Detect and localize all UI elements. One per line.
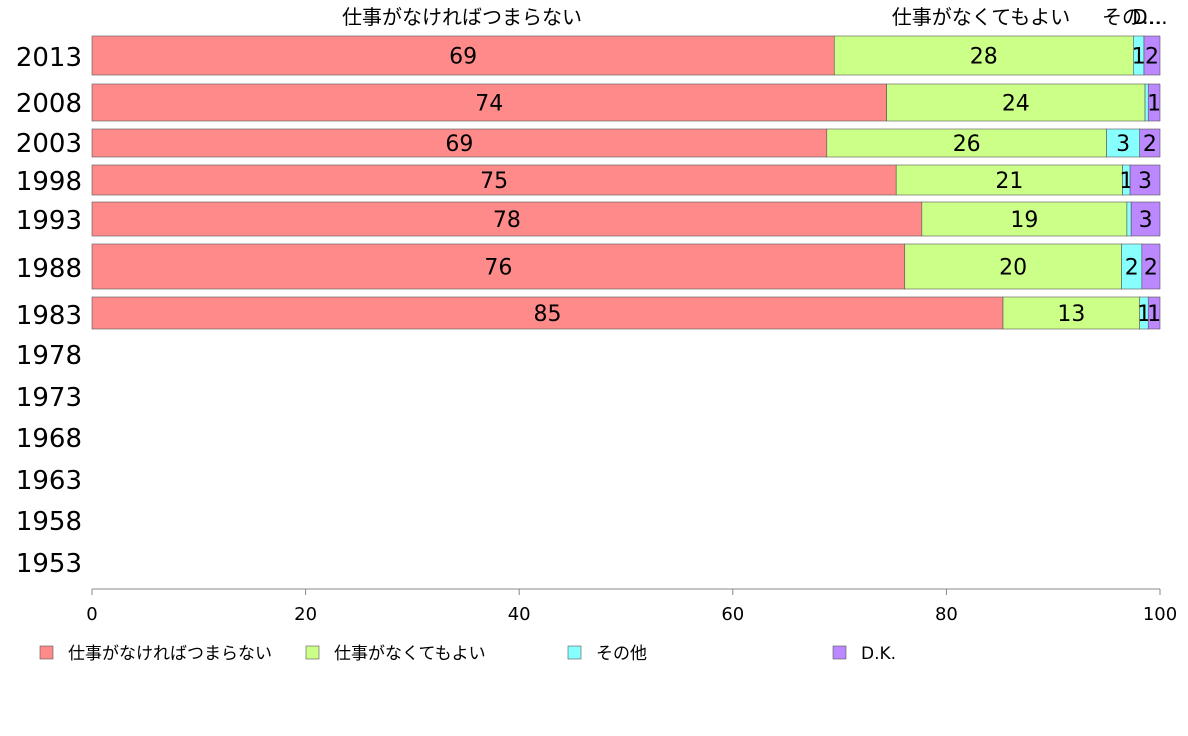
bar-2003-series-3 xyxy=(1139,128,1161,158)
bar-2003-series-2 xyxy=(1106,128,1141,158)
bar-2003-series-0 xyxy=(91,128,828,158)
bar-1998-series-3 xyxy=(1129,164,1161,196)
x-tick-label-20: 20 xyxy=(294,604,317,625)
data-label-2013-series-1: 28 xyxy=(970,45,998,70)
bar-1988-series-0 xyxy=(91,243,906,290)
legend-label-3: D.K. xyxy=(861,644,896,664)
x-tick-label-0: 0 xyxy=(86,604,97,625)
x-axis: 0 20 40 60 80 100 xyxy=(86,588,1177,625)
legend-label-0: 仕事がなければつまらない xyxy=(68,644,272,664)
x-tick-label-80: 80 xyxy=(935,604,958,625)
bar-1988-series-3 xyxy=(1141,243,1161,290)
data-label-2003-series-2: 3 xyxy=(1116,132,1130,157)
data-label-1983-series-3: 1 xyxy=(1147,302,1161,327)
data-label-1983-series-0: 85 xyxy=(534,302,562,327)
y-tick-label-1993: 1993 xyxy=(16,206,82,236)
bar-1998-series-1 xyxy=(895,164,1123,196)
data-label-1993-series-0: 78 xyxy=(493,208,521,233)
y-tick-label-1958: 1958 xyxy=(16,507,82,537)
data-label-1988-series-3: 2 xyxy=(1144,256,1158,281)
bar-2003-series-1 xyxy=(826,128,1107,158)
data-label-1998-series-1: 21 xyxy=(995,169,1023,194)
y-tick-label-1953: 1953 xyxy=(16,549,82,579)
y-tick-label-1978: 1978 xyxy=(16,341,82,371)
bar-1983-series-3 xyxy=(1147,296,1161,330)
data-label-2013-series-0: 69 xyxy=(449,45,477,70)
y-tick-label-1983: 1983 xyxy=(16,301,82,331)
data-label-2008-series-0: 74 xyxy=(475,92,503,117)
data-label-2008-series-3: 1 xyxy=(1147,92,1161,117)
legend-swatch-0 xyxy=(39,645,54,660)
legend-swatch-1 xyxy=(305,645,320,660)
y-tick-label-1968: 1968 xyxy=(16,424,82,454)
bar-2013-series-0 xyxy=(91,35,835,76)
x-tick-label-60: 60 xyxy=(721,604,744,625)
column-header-2: その… xyxy=(1102,5,1162,29)
y-tick-label-2013: 2013 xyxy=(16,43,82,73)
data-label-1988-series-0: 76 xyxy=(484,256,512,281)
data-label-1993-series-3: 3 xyxy=(1139,208,1153,233)
y-tick-label-1998: 1998 xyxy=(16,167,82,197)
y-tick-label-1963: 1963 xyxy=(16,466,82,496)
bar-1983-series-0 xyxy=(91,296,1004,330)
data-label-2003-series-0: 69 xyxy=(445,132,473,157)
data-label-1998-series-0: 75 xyxy=(480,169,508,194)
bar-2013-series-3 xyxy=(1143,35,1161,76)
y-tick-label-2003: 2003 xyxy=(16,129,82,159)
column-header-0: 仕事がなければつまらない xyxy=(342,5,582,29)
legend: 仕事がなければつまらない 仕事がなくてもよい その他 D.K. xyxy=(39,644,896,664)
x-tick-label-40: 40 xyxy=(508,604,531,625)
bar-2008-series-0 xyxy=(91,83,887,122)
data-label-2013-series-3: 2 xyxy=(1145,45,1159,70)
y-axis-labels: 2013 2008 2003 1998 1993 1988 1983 1978 1973 1968… xyxy=(16,43,82,579)
data-label-2003-series-3: 2 xyxy=(1143,132,1157,157)
x-tick-label-100: 100 xyxy=(1143,604,1177,625)
data-label-2003-series-1: 26 xyxy=(953,132,981,157)
y-tick-label-1973: 1973 xyxy=(16,383,82,413)
y-tick-label-2008: 2008 xyxy=(16,89,82,119)
bars: 69 28 1 274 24 169 26 3 275 21 1 378 19 376 20 2 285 13 11 xyxy=(91,35,1161,330)
y-tick-label-1988: 1988 xyxy=(16,254,82,284)
bar-1993-series-1 xyxy=(921,201,1128,237)
bar-1993-series-0 xyxy=(91,201,923,237)
legend-swatch-3 xyxy=(832,645,847,660)
column-header-3: D… xyxy=(1132,5,1167,29)
data-label-1988-series-2: 2 xyxy=(1125,256,1139,281)
legend-label-1: 仕事がなくてもよい xyxy=(334,644,486,664)
bar-2008-series-1 xyxy=(886,83,1146,122)
data-label-1983-series-1: 13 xyxy=(1057,302,1085,327)
data-label-2013-series-2: 1 xyxy=(1132,45,1146,70)
data-label-1998-series-3: 3 xyxy=(1138,169,1152,194)
legend-swatch-2 xyxy=(567,645,582,660)
bar-1983-series-1 xyxy=(1002,296,1141,330)
bar-1998-series-0 xyxy=(91,164,897,196)
bar-1993-series-3 xyxy=(1130,201,1161,237)
legend-label-2: その他 xyxy=(596,644,647,664)
data-label-1988-series-1: 20 xyxy=(999,256,1027,281)
bar-1993-series-2 xyxy=(1126,201,1132,237)
data-label-2008-series-1: 24 xyxy=(1002,92,1030,117)
bar-1988-series-1 xyxy=(904,243,1122,290)
column-headers: 仕事がなければつまらない 仕事がなくてもよい その…D… xyxy=(342,5,1168,29)
bar-2013-series-1 xyxy=(833,35,1134,76)
bar-2008-series-3 xyxy=(1147,83,1161,122)
data-label-1983-series-2: 1 xyxy=(1137,302,1151,327)
column-header-1: 仕事がなくてもよい xyxy=(892,5,1070,29)
data-label-1993-series-1: 19 xyxy=(1010,208,1038,233)
